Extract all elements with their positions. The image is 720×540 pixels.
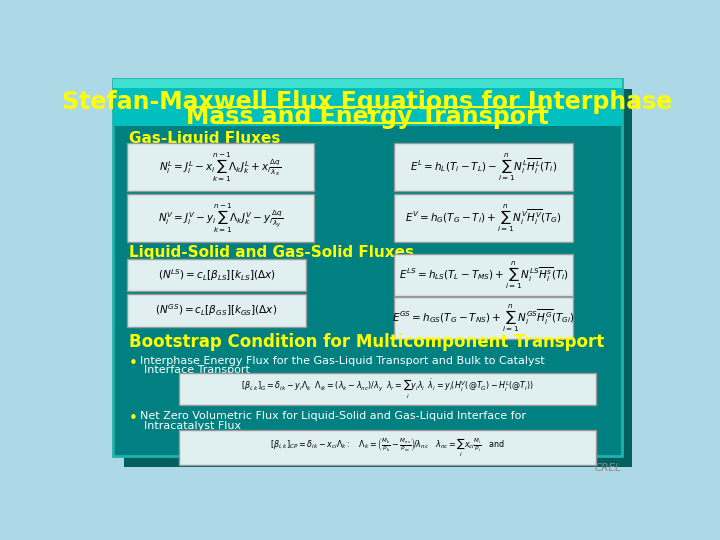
Text: $[\beta_{i,k}]_{CP} = \delta_{ik} - x_{ci}\Lambda_k : \quad \Lambda_k = \left(\f: $[\beta_{i,k}]_{CP} = \delta_{ik} - x_{c… bbox=[270, 436, 505, 459]
Text: Bootstrap Condition for Multicomponent Transport: Bootstrap Condition for Multicomponent T… bbox=[129, 333, 604, 351]
Text: Gas-Liquid Fluxes: Gas-Liquid Fluxes bbox=[129, 131, 280, 146]
Text: $E^L = h_L(T_i - T_L) - \sum_{i=1}^{n} N_i^L \overline{H_i^L}(T_i)$: $E^L = h_L(T_i - T_L) - \sum_{i=1}^{n} N… bbox=[410, 151, 557, 183]
Text: Stefan-Maxwell Flux Equations for Interphase: Stefan-Maxwell Flux Equations for Interp… bbox=[63, 90, 672, 114]
Text: $[\beta_{i,k}]_G = \delta_{ik} - y_i\Lambda_k \;\; \Lambda_{ik} = (\lambda_k - \: $[\beta_{i,k}]_G = \delta_{ik} - y_i\Lam… bbox=[241, 377, 534, 401]
Text: $\left(N^{GS}\right) = c_L[\beta_{GS}][k_{GS}](\Delta x)$: $\left(N^{GS}\right) = c_L[\beta_{GS}][k… bbox=[156, 302, 278, 319]
FancyBboxPatch shape bbox=[395, 298, 573, 339]
Text: Mass and Energy Transport: Mass and Energy Transport bbox=[186, 105, 549, 129]
Text: •: • bbox=[129, 356, 138, 371]
Text: Intracatalyst Flux: Intracatalyst Flux bbox=[144, 421, 241, 430]
FancyBboxPatch shape bbox=[127, 294, 306, 327]
Text: $E^V = h_G(T_G - T_i) + \sum_{i=1}^{n} N_i^V \overline{H_i^V}(T_G)$: $E^V = h_G(T_G - T_i) + \sum_{i=1}^{n} N… bbox=[405, 202, 562, 234]
Text: $N_i^V = J_i^V - y_i\!\sum_{k=1}^{n-1}\!\Lambda_k J_k^V - y_i\frac{\Delta q}{\la: $N_i^V = J_i^V - y_i\!\sum_{k=1}^{n-1}\!… bbox=[158, 201, 283, 234]
Text: $N_i^L = J_i^L - x_i\!\sum_{k=1}^{n-1}\!\Lambda_k J_k^L + x_i\frac{\Delta q}{\la: $N_i^L = J_i^L - x_i\!\sum_{k=1}^{n-1}\!… bbox=[159, 151, 282, 184]
FancyBboxPatch shape bbox=[395, 194, 573, 242]
Text: Interphase Energy Flux for the Gas-Liquid Transport and Bulk to Catalyst: Interphase Energy Flux for the Gas-Liqui… bbox=[140, 356, 544, 366]
FancyBboxPatch shape bbox=[395, 254, 573, 296]
FancyBboxPatch shape bbox=[113, 79, 621, 456]
Text: $E^{LS} = h_{LS}(T_L - T_{MS}) + \sum_{i=1}^{n} N_i^{LS} \overline{H_i^s}(T_i)$: $E^{LS} = h_{LS}(T_L - T_{MS}) + \sum_{i… bbox=[399, 259, 569, 291]
Text: Liquid-Solid and Gas-Solid Fluxes: Liquid-Solid and Gas-Solid Fluxes bbox=[129, 245, 414, 260]
FancyBboxPatch shape bbox=[179, 430, 596, 465]
Text: $E^{GS} = h_{GS}(T_G - T_{NS}) + \sum_{i=1}^{n} N_i^{GS} \overline{H_i^G}(T_{Gi}: $E^{GS} = h_{GS}(T_G - T_{NS}) + \sum_{i… bbox=[392, 302, 575, 334]
Text: CREL: CREL bbox=[595, 463, 621, 473]
Text: •: • bbox=[129, 411, 138, 426]
Text: $\left(N^{LS}\right) = c_L[\beta_{LS}][k_{LS}](\Delta x)$: $\left(N^{LS}\right) = c_L[\beta_{LS}][k… bbox=[158, 267, 275, 283]
FancyBboxPatch shape bbox=[127, 194, 314, 242]
FancyBboxPatch shape bbox=[124, 90, 632, 467]
Text: Interface Transport: Interface Transport bbox=[144, 365, 250, 375]
FancyBboxPatch shape bbox=[113, 79, 621, 88]
FancyBboxPatch shape bbox=[179, 373, 596, 405]
FancyBboxPatch shape bbox=[127, 259, 306, 291]
Text: Net Zero Volumetric Flux for Liquid-Solid and Gas-Liquid Interface for: Net Zero Volumetric Flux for Liquid-Soli… bbox=[140, 411, 526, 421]
FancyBboxPatch shape bbox=[127, 143, 314, 191]
FancyBboxPatch shape bbox=[395, 143, 573, 191]
FancyBboxPatch shape bbox=[113, 79, 621, 126]
